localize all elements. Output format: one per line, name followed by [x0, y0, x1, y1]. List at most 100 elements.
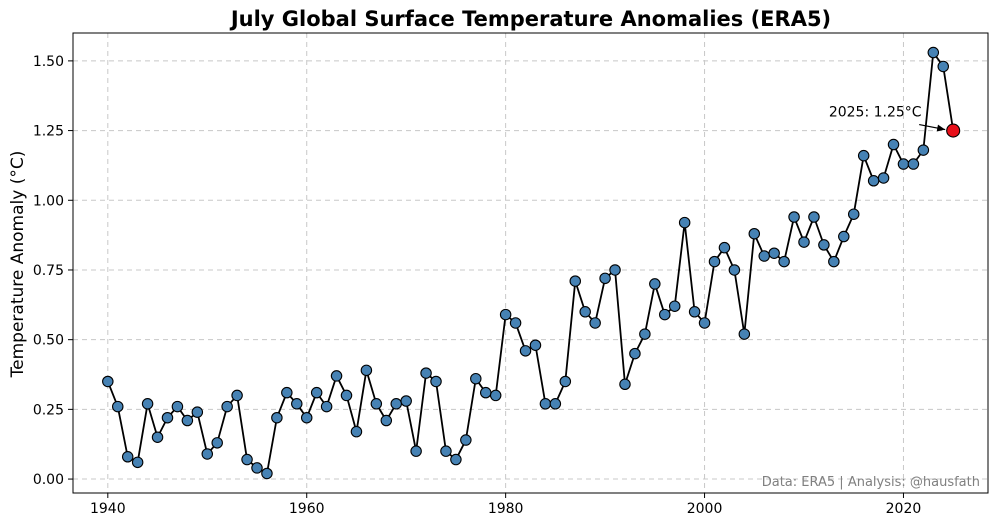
data-point: [241, 453, 253, 466]
data-point: [360, 364, 373, 377]
data-point: [281, 386, 293, 399]
data-point: [320, 400, 333, 413]
data-point: [808, 211, 820, 223]
data-point: [161, 411, 174, 424]
data-point: [579, 306, 591, 318]
data-point: [440, 445, 452, 457]
data-point: [251, 462, 263, 474]
data-point: [450, 453, 462, 466]
y-axis: 0.00 0.25 0.50 0.75 1.00 1.25 1.50: [33, 54, 73, 488]
annotation-layer: 2025: 1.25°C: [829, 105, 946, 132]
data-point: [261, 467, 273, 480]
grid-layer: [73, 33, 988, 493]
data-point: [171, 400, 184, 413]
data-credit: Data: ERA5 | Analysis: @hausfath: [762, 475, 980, 490]
x-tick-label: 2020: [886, 501, 922, 517]
data-point: [221, 400, 233, 413]
x-tick-label: 1980: [488, 501, 524, 517]
data-point: [559, 375, 572, 388]
data-point: [659, 308, 671, 321]
data-point: [738, 328, 751, 340]
data-point: [668, 300, 681, 312]
data-point: [430, 375, 442, 388]
y-tick-label: 0.75: [33, 263, 64, 279]
data-point: [400, 395, 412, 407]
data-point: [340, 389, 353, 402]
data-point: [857, 149, 870, 162]
data-point: [867, 175, 880, 187]
data-point: [549, 398, 562, 410]
data-point: [847, 208, 860, 220]
x-tick-label: 2000: [687, 501, 723, 517]
data-point: [191, 406, 204, 418]
data-point: [151, 431, 164, 443]
data-point: [350, 425, 363, 438]
y-tick-label: 0.00: [33, 472, 64, 488]
data-point: [828, 255, 840, 268]
data-point: [788, 211, 800, 223]
data-point: [390, 398, 402, 410]
plot-frame: [72, 32, 989, 494]
data-point: [877, 172, 890, 184]
y-axis-label: Temperature Anomaly (°C): [8, 151, 28, 379]
data-point: [927, 46, 940, 59]
data-point: [460, 434, 472, 446]
data-point: [698, 317, 711, 329]
data-point: [410, 445, 422, 457]
data-point: [112, 400, 124, 413]
data-point: [798, 236, 810, 248]
data-point: [688, 306, 701, 318]
data-point: [300, 411, 313, 424]
data-point: [937, 60, 949, 73]
data-point: [639, 328, 651, 340]
chart-title: July Global Surface Temperature Anomalie…: [229, 7, 831, 31]
data-point: [718, 241, 731, 254]
highlight-point-2025: [946, 123, 961, 138]
data-point: [778, 255, 790, 268]
data-point: [201, 448, 214, 460]
data-point: [838, 230, 850, 243]
x-tick-label: 1960: [289, 501, 325, 517]
data-point: [181, 414, 194, 427]
data-point: [758, 250, 770, 262]
data-point: [499, 308, 512, 321]
data-point: [539, 398, 552, 410]
y-tick-label: 1.25: [33, 124, 64, 140]
data-point: [917, 144, 930, 156]
y-tick-label: 1.00: [33, 193, 64, 209]
data-point: [479, 386, 492, 399]
annotation-arrowhead: [936, 124, 946, 132]
data-point: [131, 456, 144, 469]
x-tick-label: 1940: [90, 501, 126, 517]
data-point: [291, 398, 303, 410]
data-point: [748, 227, 761, 240]
data-point: [370, 398, 383, 410]
data-point: [141, 398, 154, 410]
annotation-2025-label: 2025: 1.25°C: [829, 105, 922, 121]
series-layer: [106, 51, 955, 475]
data-point: [489, 389, 502, 402]
data-point: [330, 370, 343, 382]
data-point: [678, 216, 691, 229]
data-point: [887, 138, 900, 151]
y-tick-label: 1.50: [33, 54, 64, 70]
data-point: [629, 347, 641, 360]
data-point: [897, 158, 910, 170]
data-point: [768, 247, 780, 259]
y-tick-label: 0.25: [33, 402, 64, 418]
data-point: [470, 372, 482, 385]
data-point: [599, 272, 611, 285]
data-point: [649, 278, 661, 290]
data-point: [818, 239, 830, 251]
data-point: [310, 386, 323, 399]
data-point: [589, 317, 601, 329]
data-point: [121, 451, 134, 463]
marker-layer: [102, 46, 961, 480]
data-point: [380, 414, 393, 427]
x-axis: 1940 1960 1980 2000 2020: [90, 493, 921, 517]
data-point: [529, 339, 542, 351]
data-point: [519, 345, 532, 357]
data-point: [211, 437, 223, 449]
